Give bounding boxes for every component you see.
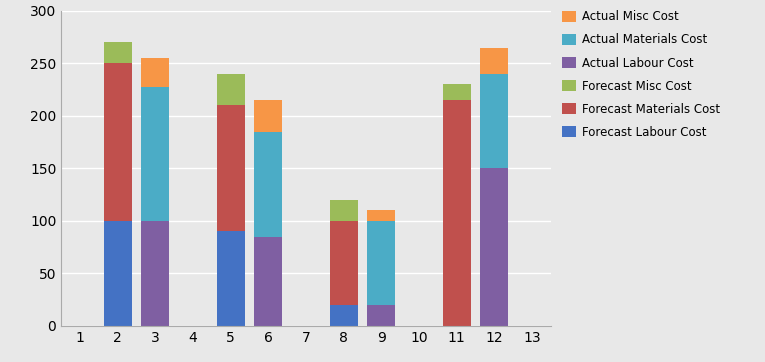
Bar	[442, 84, 470, 100]
Bar	[142, 58, 170, 88]
Bar	[142, 88, 170, 221]
Legend: Actual Misc Cost, Actual Materials Cost, Actual Labour Cost, Forecast Misc Cost,: Actual Misc Cost, Actual Materials Cost,…	[562, 10, 720, 139]
Bar	[254, 100, 282, 132]
Bar	[480, 47, 509, 74]
Bar	[254, 132, 282, 237]
Bar	[216, 105, 245, 231]
Bar	[103, 63, 132, 221]
Bar	[480, 74, 509, 168]
Bar	[330, 221, 358, 305]
Bar	[480, 168, 509, 326]
Bar	[103, 42, 132, 63]
Bar	[330, 200, 358, 221]
Bar	[330, 305, 358, 326]
Bar	[216, 74, 245, 105]
Bar	[142, 221, 170, 326]
Bar	[442, 100, 470, 326]
Bar	[254, 237, 282, 326]
Bar	[103, 221, 132, 326]
Bar	[367, 221, 396, 305]
Bar	[367, 210, 396, 221]
Bar	[216, 231, 245, 326]
Bar	[367, 305, 396, 326]
